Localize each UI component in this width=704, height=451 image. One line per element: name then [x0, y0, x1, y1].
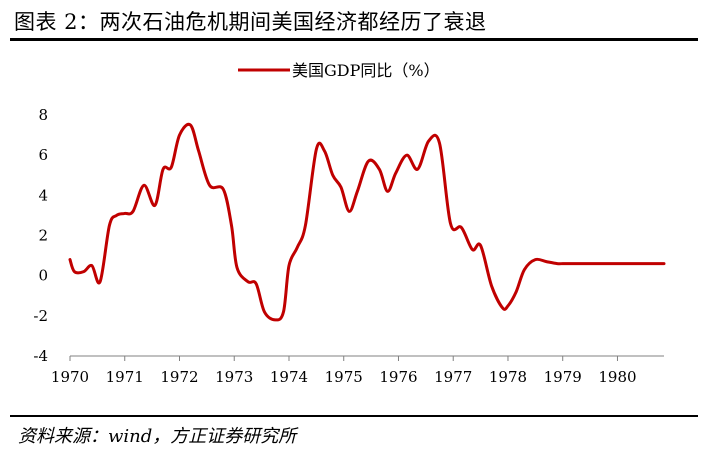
x-tick-label: 1977 [434, 368, 472, 386]
footer-rule [10, 415, 698, 417]
series-layer [68, 122, 666, 322]
x-tick-label: 1973 [215, 368, 253, 386]
x-tick-label: 1980 [598, 368, 636, 386]
x-tick-label: 1970 [51, 368, 89, 386]
y-tick-label: 8 [38, 106, 48, 124]
x-tick-label: 1979 [544, 368, 582, 386]
title-rule [10, 38, 698, 41]
series-line-0 [68, 122, 666, 322]
x-tick-label: 1975 [325, 368, 363, 386]
x-tick-label: 1976 [379, 368, 417, 386]
x-tick-label: 1974 [270, 368, 308, 386]
x-axis [69, 355, 664, 361]
y-tick-label: 4 [38, 186, 48, 204]
x-tick-label: 1972 [160, 368, 198, 386]
y-tick-label: 0 [38, 267, 48, 285]
y-axis-ticks: 8 6 4 2 0 -2 -4 [33, 106, 48, 365]
x-tick-label: 1978 [489, 368, 527, 386]
chart-legend: 美国GDP同比（%） [238, 61, 440, 80]
legend-label: 美国GDP同比（%） [292, 61, 440, 80]
y-tick-label: -2 [33, 307, 48, 325]
y-tick-label: -4 [33, 347, 48, 365]
source-note: 资料来源：wind，方正证券研究所 [18, 426, 297, 447]
y-tick-label: 6 [38, 146, 48, 164]
x-tick-label: 1971 [106, 368, 144, 386]
y-tick-label: 2 [38, 227, 48, 245]
figure-title: 图表 2：两次石油危机期间美国经济都经历了衰退 [14, 10, 487, 34]
x-axis-ticks: 1970 1971 1972 1973 1974 1975 1976 1977 1978 1979… [51, 368, 637, 386]
